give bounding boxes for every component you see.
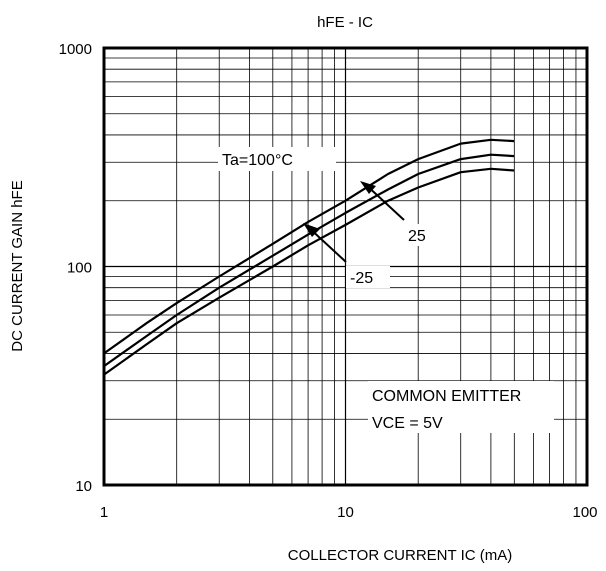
- series-line-2: [103, 167, 515, 376]
- arrow-minus-25-head: [303, 223, 320, 237]
- series-lines: [103, 138, 515, 376]
- y-axis-label: DC CURRENT GAIN hFE: [9, 180, 26, 351]
- series-line-0: [103, 138, 515, 355]
- annotation-bg: [368, 381, 554, 433]
- x-axis-label: COLLECTOR CURRENT IC (mA): [288, 547, 512, 564]
- annotation-line-2: VCE = 5V: [372, 415, 443, 432]
- series-line-1: [103, 153, 515, 367]
- y-tick-label: 10: [75, 478, 92, 495]
- chart-title: hFE - IC: [317, 14, 373, 31]
- x-tick-label: 1: [100, 504, 108, 521]
- label-bg-m25: [346, 266, 390, 288]
- x-tick-labels: 1 10 100: [100, 504, 598, 521]
- x-tick-label: 100: [572, 504, 597, 521]
- y-tick-label: 100: [67, 260, 92, 277]
- series-label-100: Ta=100°C: [222, 152, 293, 169]
- series-label-minus-25: -25: [350, 270, 373, 287]
- y-tick-label: 1000: [59, 41, 92, 58]
- plot-frame: [102, 46, 589, 487]
- y-tick-labels: 10 100 1000: [59, 41, 92, 495]
- arrow-25-head: [360, 181, 376, 194]
- annotation-line-1: COMMON EMITTER: [372, 388, 521, 405]
- label-bg-25: [404, 224, 438, 246]
- x-tick-label: 10: [337, 504, 354, 521]
- series-label-25: 25: [408, 228, 426, 245]
- label-bg-100: [218, 147, 336, 171]
